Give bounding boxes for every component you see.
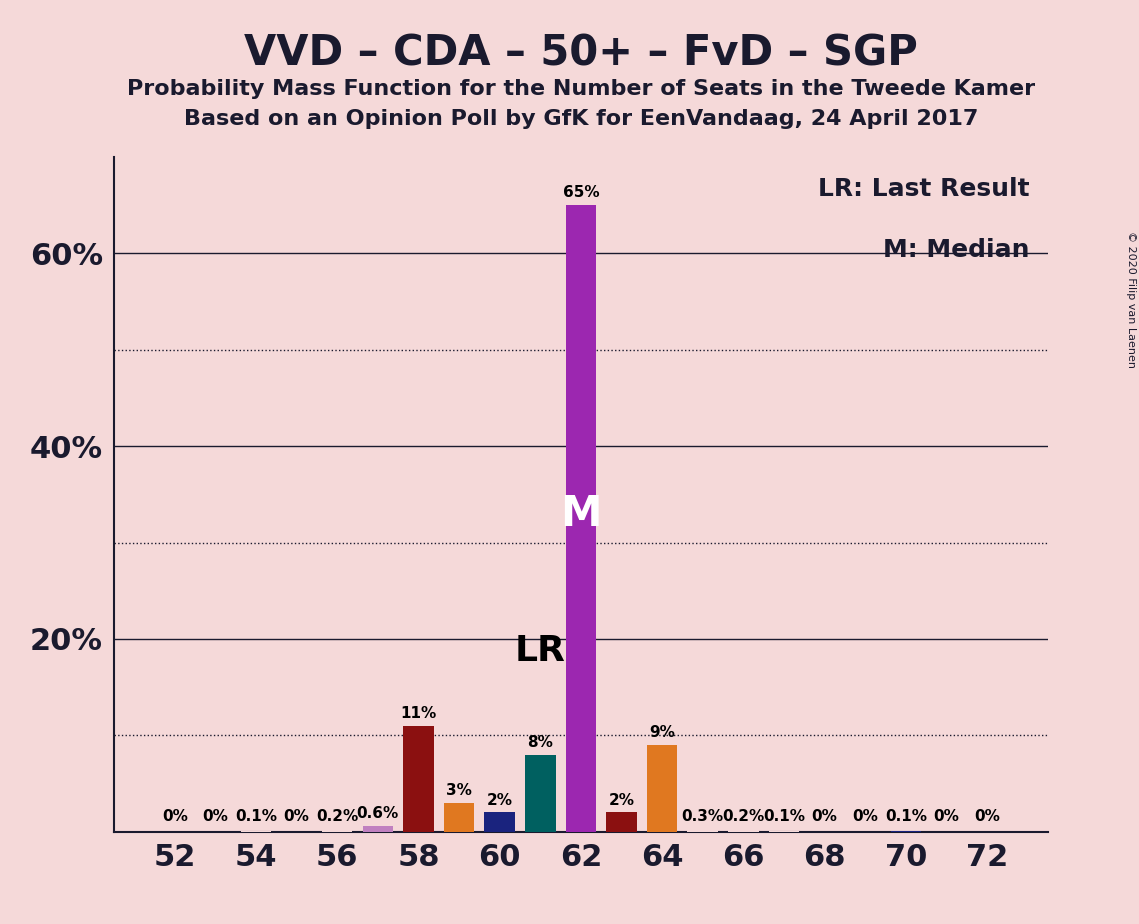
Bar <box>403 725 434 832</box>
Text: 0%: 0% <box>852 808 878 824</box>
Bar <box>566 205 596 832</box>
Text: © 2020 Filip van Laenen: © 2020 Filip van Laenen <box>1126 231 1136 368</box>
Bar <box>322 830 352 832</box>
Text: 0.6%: 0.6% <box>357 806 399 821</box>
Bar <box>606 812 637 832</box>
Text: 8%: 8% <box>527 735 554 749</box>
Text: 0.2%: 0.2% <box>722 808 764 824</box>
Text: 0.1%: 0.1% <box>763 808 805 824</box>
Text: 0.1%: 0.1% <box>885 808 927 824</box>
Text: 11%: 11% <box>400 706 436 721</box>
Text: 2%: 2% <box>608 793 634 808</box>
Bar <box>647 745 678 832</box>
Text: 0%: 0% <box>934 808 959 824</box>
Text: 0%: 0% <box>162 808 188 824</box>
Text: 3%: 3% <box>446 783 472 798</box>
Text: 9%: 9% <box>649 725 675 740</box>
Bar <box>444 803 474 832</box>
Text: Based on an Opinion Poll by GfK for EenVandaag, 24 April 2017: Based on an Opinion Poll by GfK for EenV… <box>183 109 978 129</box>
Text: 0%: 0% <box>203 808 228 824</box>
Bar <box>240 831 271 832</box>
Text: 0.1%: 0.1% <box>235 808 277 824</box>
Bar <box>484 812 515 832</box>
Text: 0%: 0% <box>974 808 1000 824</box>
Bar <box>525 755 556 832</box>
Text: LR: LR <box>515 634 566 668</box>
Bar <box>688 829 718 832</box>
Text: M: M <box>560 492 601 535</box>
Bar <box>362 826 393 832</box>
Text: 65%: 65% <box>563 186 599 201</box>
Text: VVD – CDA – 50+ – FvD – SGP: VVD – CDA – 50+ – FvD – SGP <box>244 32 918 74</box>
Bar <box>891 831 921 832</box>
Bar <box>769 831 800 832</box>
Text: 0.2%: 0.2% <box>317 808 359 824</box>
Text: M: Median: M: Median <box>883 238 1030 262</box>
Text: Probability Mass Function for the Number of Seats in the Tweede Kamer: Probability Mass Function for the Number… <box>126 79 1035 99</box>
Text: 0.3%: 0.3% <box>681 808 723 824</box>
Text: LR: Last Result: LR: Last Result <box>818 177 1030 201</box>
Text: 2%: 2% <box>486 793 513 808</box>
Text: 0%: 0% <box>284 808 310 824</box>
Bar <box>728 830 759 832</box>
Text: 0%: 0% <box>812 808 837 824</box>
